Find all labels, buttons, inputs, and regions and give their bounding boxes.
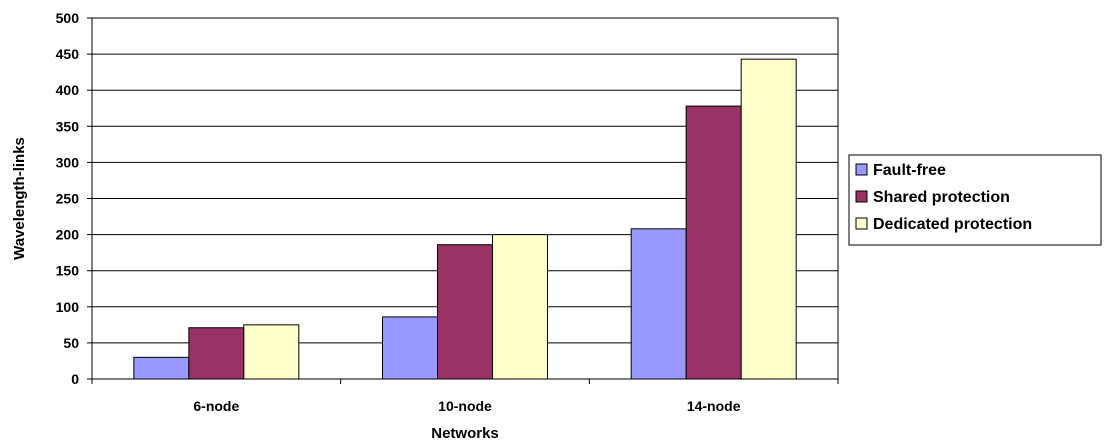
x-tick-label: 14-node [687, 398, 741, 414]
y-tick-label: 400 [56, 82, 80, 98]
y-tick-label: 100 [56, 299, 80, 315]
y-tick-label: 300 [56, 154, 80, 170]
bar [740, 58, 797, 380]
bars [133, 58, 797, 380]
y-tick-label: 350 [56, 118, 80, 134]
x-axis-title: Networks [431, 425, 499, 441]
legend-swatch [855, 190, 868, 203]
legend-entry: Shared protection [873, 189, 1010, 206]
bar [133, 356, 190, 380]
legend-swatch [855, 217, 868, 230]
bar [243, 324, 300, 380]
legend: Fault-free Shared protection Dedicated pro… [848, 154, 1102, 246]
bar [685, 105, 742, 380]
legend-box [848, 154, 1102, 246]
legend-entry: Fault-free [873, 162, 946, 179]
x-axis-ticks: 6-node 10-node 14-node [91, 379, 839, 414]
y-tick-label: 450 [56, 46, 80, 62]
y-axis-ticks: 0 50 100 150 200 250 300 350 400 450 500 [56, 10, 92, 387]
legend-swatch [855, 163, 868, 176]
y-tick-label: 0 [71, 371, 79, 387]
y-tick-label: 500 [56, 10, 80, 26]
x-tick-label: 10-node [438, 398, 492, 414]
x-tick-label: 6-node [193, 398, 239, 414]
bar [492, 234, 548, 380]
y-tick-label: 150 [56, 263, 80, 279]
bar [630, 228, 687, 380]
y-tick-label: 50 [63, 335, 79, 351]
y-tick-label: 200 [56, 227, 80, 243]
bar [437, 244, 493, 380]
y-axis-title: Wavelength-links [11, 137, 28, 260]
y-tick-label: 250 [56, 191, 80, 207]
legend-entry: Dedicated protection [873, 216, 1032, 233]
bar [188, 327, 245, 380]
bar [382, 316, 438, 380]
